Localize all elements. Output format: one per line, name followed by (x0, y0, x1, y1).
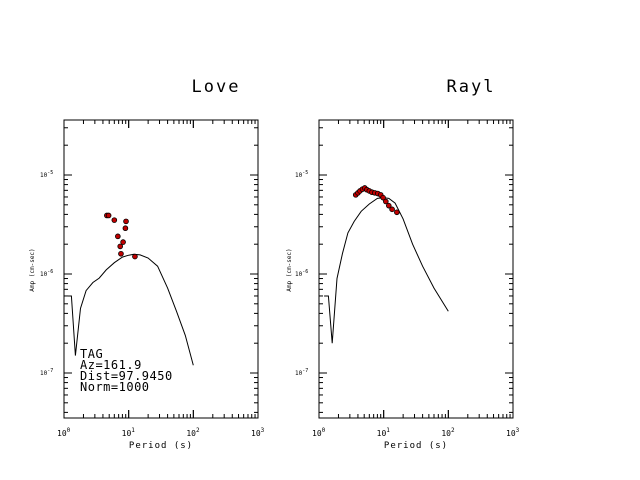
x-tick-label: 103 (251, 427, 265, 438)
station-annotation-line: Norm=1000 (80, 380, 150, 394)
x-tick-label: 102 (441, 427, 455, 438)
observed-point (120, 239, 126, 245)
station-annotation-line: Dist=97.9450 (80, 369, 173, 383)
chart-title: Rayl (447, 77, 496, 97)
plot-frame (63, 119, 259, 419)
x-tick-label: 102 (186, 427, 200, 438)
observed-point (118, 250, 124, 257)
model-curve (67, 253, 194, 366)
observed-point (383, 198, 389, 205)
x-tick-label: 101 (377, 427, 391, 438)
observed-point (111, 217, 118, 223)
chart-title: Love (192, 77, 241, 97)
y-axis-label: Amp (cm-sec) (286, 248, 293, 291)
y-tick-label: 10-6 (40, 269, 53, 278)
y-axis-ticks (64, 127, 258, 413)
y-axis-ticks (319, 127, 513, 413)
observed-point (122, 225, 129, 232)
x-axis-ticks (318, 120, 514, 418)
observed-point (105, 212, 112, 219)
observed-point (380, 194, 386, 201)
x-tick-label: 100 (312, 427, 326, 438)
chart-panel-rayl: 100 101 102 103 10-5 10-6 10-7 Rayl Period (s) Am… (286, 77, 520, 451)
observed-point (123, 218, 129, 225)
x-tick-label: 103 (506, 427, 520, 438)
observed-point (385, 202, 392, 209)
y-tick-label: 10-5 (295, 170, 308, 179)
station-annotation-line: Az=161.9 (80, 358, 142, 372)
model-curve (324, 197, 449, 344)
y-tick-label: 10-7 (295, 368, 308, 377)
x-axis-ticks (63, 120, 259, 418)
y-axis-label: Amp (cm-sec) (29, 248, 36, 291)
x-axis-label: Period (s) (129, 441, 193, 451)
observed-point (115, 233, 121, 240)
observed-point (394, 209, 400, 216)
observed-point (389, 206, 395, 213)
x-tick-label: 101 (122, 427, 136, 438)
x-tick-label: 100 (57, 427, 71, 438)
station-annotation-line: TAG (80, 347, 103, 361)
observed-point (117, 243, 124, 250)
y-tick-label: 10-6 (295, 269, 308, 278)
observed-point (132, 253, 138, 260)
plot-frame (318, 119, 514, 419)
y-tick-label: 10-7 (40, 368, 53, 377)
x-axis-label: Period (s) (384, 441, 448, 451)
y-tick-label: 10-5 (40, 170, 53, 179)
chart-panel-love: 100 101 102 103 10-5 10-6 10-7 Love Period (s) Am… (29, 77, 265, 451)
